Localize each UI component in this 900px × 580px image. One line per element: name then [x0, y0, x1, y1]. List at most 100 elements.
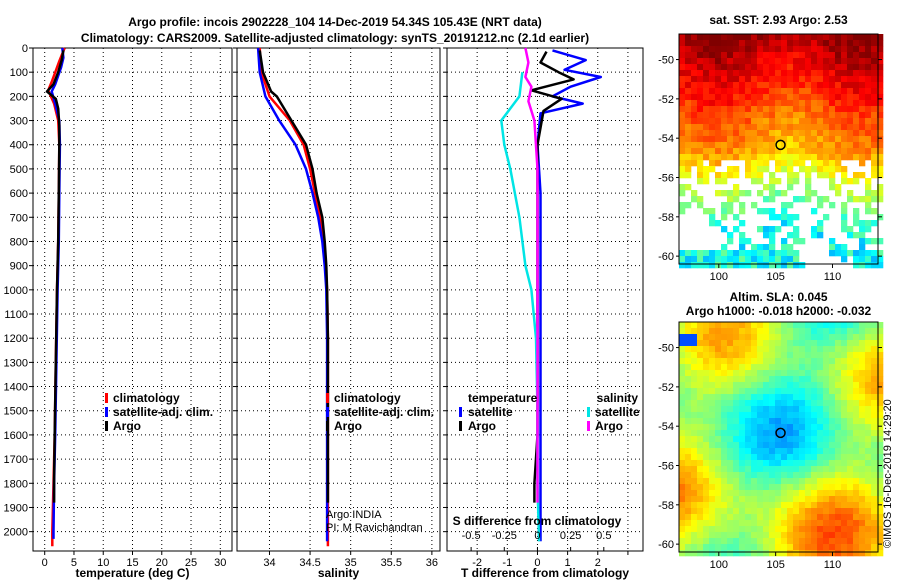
map-cell: [811, 400, 818, 407]
map-cell: [697, 70, 704, 77]
map-cell: [865, 346, 872, 353]
map-cell: [691, 460, 698, 467]
map-cell: [739, 352, 746, 359]
map-cell: [793, 106, 800, 113]
map-cell: [841, 376, 848, 383]
map-cell: [787, 508, 794, 515]
map-cell: [811, 100, 818, 107]
map-cell: [721, 370, 728, 377]
map-cell: [829, 538, 836, 545]
map-cell: [685, 358, 692, 365]
map-x-tick-label: 105: [766, 271, 784, 283]
map-cell: [859, 52, 866, 59]
map-cell: [859, 196, 866, 203]
map-cell: [853, 262, 860, 269]
map-cell: [829, 484, 836, 491]
map-cell: [859, 238, 866, 245]
map-cell: [697, 352, 704, 359]
map-cell: [757, 142, 764, 149]
map-cell: [853, 430, 860, 437]
map-cell: [841, 256, 848, 263]
map-cell: [715, 538, 722, 545]
map-cell: [757, 394, 764, 401]
map-cell: [865, 358, 872, 365]
map-cell: [793, 52, 800, 59]
map-cell: [871, 508, 878, 515]
map-cell: [739, 118, 746, 125]
map-x-tick-label: 105: [766, 559, 784, 571]
map-cell: [697, 520, 704, 527]
map-cell: [859, 436, 866, 443]
map-cell: [739, 454, 746, 461]
map-cell: [697, 430, 704, 437]
map-cell: [733, 256, 740, 263]
map-cell: [733, 64, 740, 71]
map-cell: [805, 496, 812, 503]
map-cell: [793, 514, 800, 521]
map-cell: [745, 112, 752, 119]
map-cell: [703, 334, 710, 341]
map-cell: [721, 484, 728, 491]
map-cell: [859, 544, 866, 551]
map-cell: [799, 70, 806, 77]
map-cell: [769, 244, 776, 251]
map-cell: [829, 166, 836, 173]
map-cell: [691, 64, 698, 71]
map-cell: [781, 214, 788, 221]
map-cell: [757, 508, 764, 515]
map-cell: [865, 490, 872, 497]
map-cell: [817, 478, 824, 485]
map-cell: [799, 58, 806, 65]
map-cell: [871, 142, 878, 149]
map-cell: [841, 166, 848, 173]
map-cell: [727, 130, 734, 137]
map-cell: [829, 508, 836, 515]
map-cell: [787, 202, 794, 209]
map-cell: [691, 400, 698, 407]
map-cell: [811, 118, 818, 125]
map-cell: [727, 70, 734, 77]
map-cell: [751, 100, 758, 107]
map-cell: [865, 94, 872, 101]
map-cell: [805, 400, 812, 407]
map-cell: [697, 250, 704, 257]
map-cell: [757, 442, 764, 449]
map-cell: [685, 466, 692, 473]
map-cell: [793, 112, 800, 119]
map-cell: [871, 424, 878, 431]
map-cell: [841, 58, 848, 65]
map-cell: [841, 340, 848, 347]
map-cell: [805, 418, 812, 425]
map-cell: [853, 436, 860, 443]
map-cell: [787, 184, 794, 191]
map-cell: [763, 478, 770, 485]
map-cell: [793, 34, 800, 41]
map-cell: [823, 172, 830, 179]
panel-frame: [32, 47, 233, 552]
map-cell: [793, 334, 800, 341]
map-cell: [853, 118, 860, 125]
map-cell: [835, 376, 842, 383]
map-cell: [739, 424, 746, 431]
x-tick-label: 1: [565, 557, 571, 569]
map-cell: [787, 58, 794, 65]
map-cell: [685, 448, 692, 455]
map-cell: [721, 454, 728, 461]
map-cell: [727, 484, 734, 491]
map-cell: [679, 466, 686, 473]
map-cell: [781, 412, 788, 419]
map-cell: [679, 352, 686, 359]
map-cell: [871, 112, 878, 119]
map-cell: [727, 406, 734, 413]
map-cell: [787, 328, 794, 335]
map-cell: [775, 76, 782, 83]
map-cell: [841, 526, 848, 533]
map-cell: [679, 148, 686, 155]
legend-swatch: [326, 407, 329, 417]
map-cell: [865, 460, 872, 467]
map-cell: [727, 112, 734, 119]
map-cell: [745, 124, 752, 131]
map-cell: [835, 322, 842, 329]
map-cell: [751, 412, 758, 419]
map-cell: [835, 82, 842, 89]
